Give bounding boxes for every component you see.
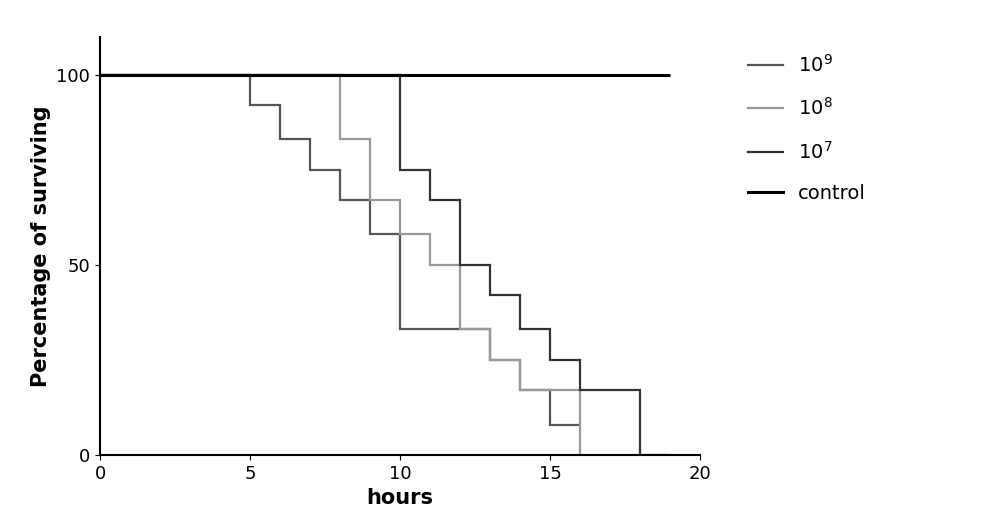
Y-axis label: Percentage of surviving: Percentage of surviving bbox=[31, 105, 51, 386]
Legend: $10^{9}$, $10^{8}$, $10^{7}$, control: $10^{9}$, $10^{8}$, $10^{7}$, control bbox=[740, 47, 874, 211]
X-axis label: hours: hours bbox=[366, 488, 434, 508]
